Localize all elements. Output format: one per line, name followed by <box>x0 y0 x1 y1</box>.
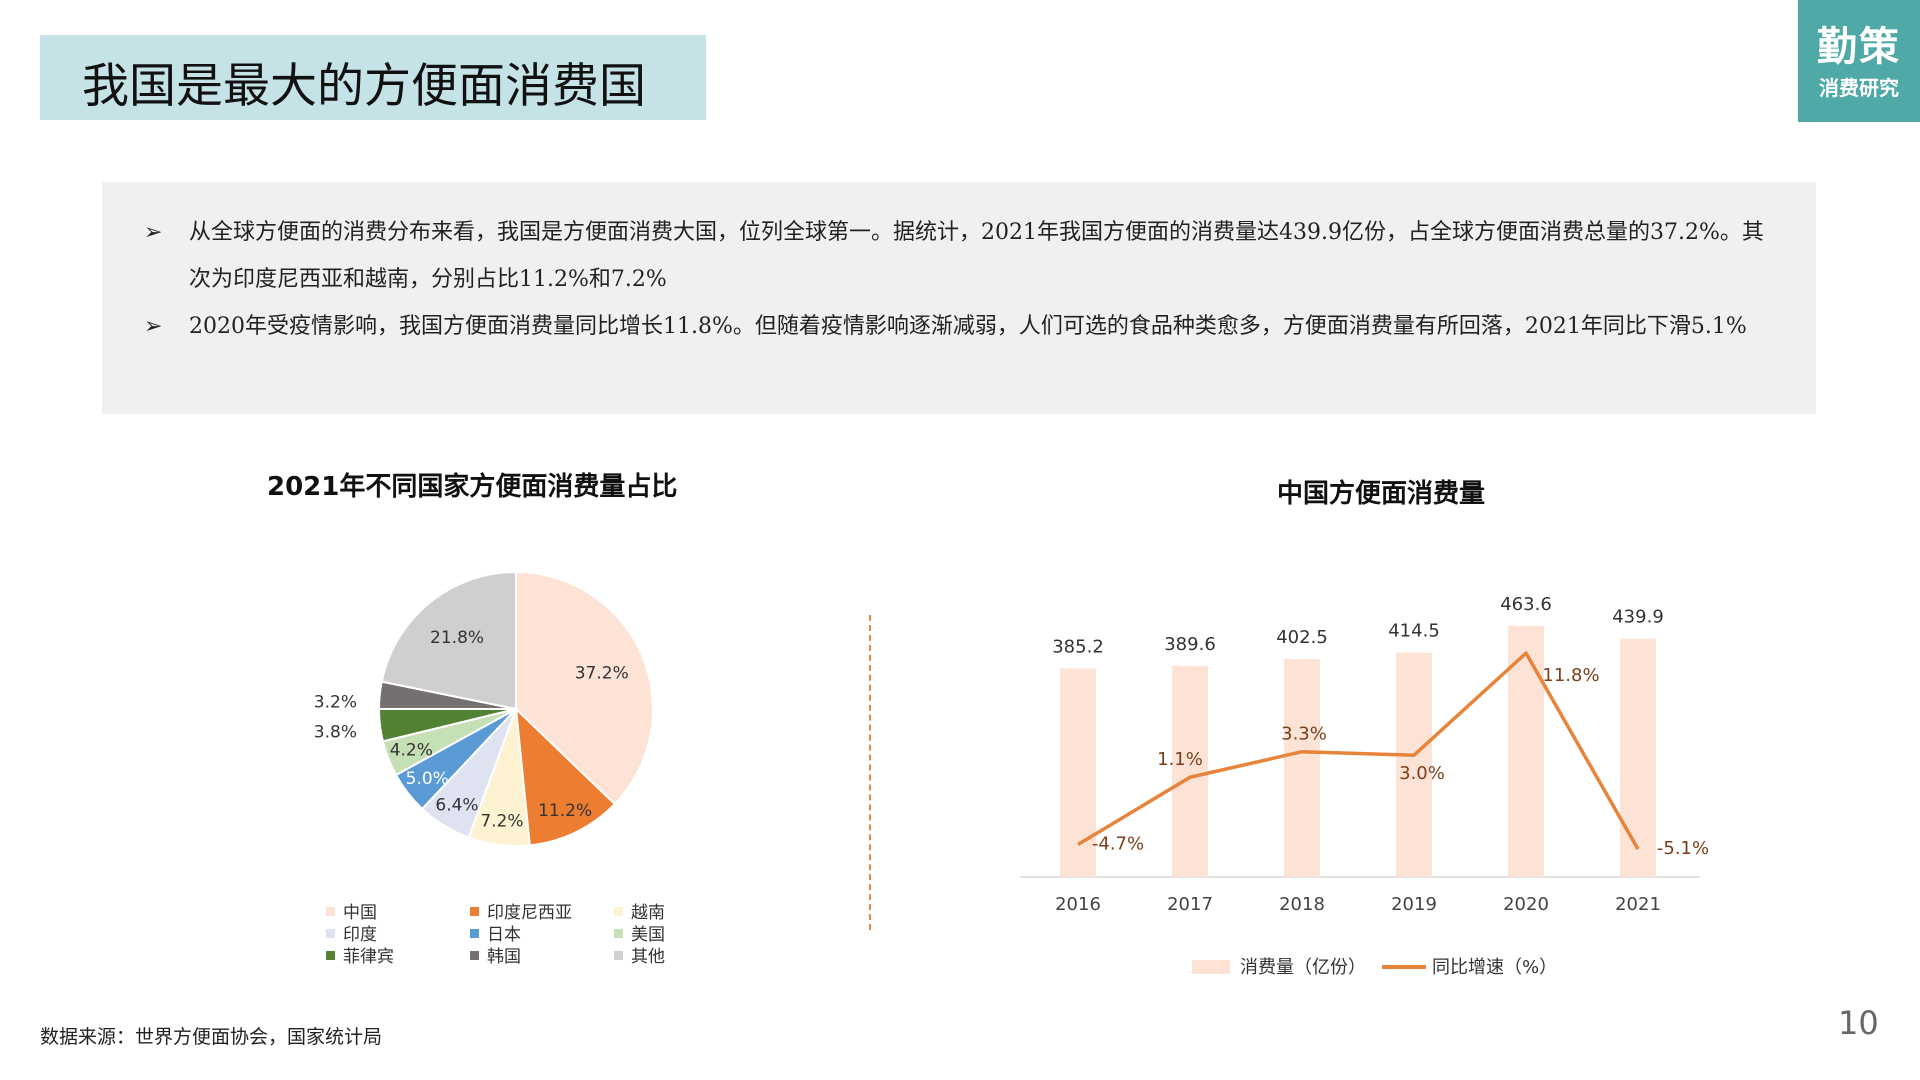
brand-logo: 勤策 消费研究 <box>1798 0 1920 122</box>
bar <box>1172 665 1208 877</box>
pie-slice <box>380 570 517 711</box>
bar <box>1508 625 1544 877</box>
legend-label: 印度 <box>343 925 377 945</box>
bullet-text: 从全球方便面的消费分布来看，我国是方便面消费大国，位列全球第一。据统计，2021… <box>189 220 1764 292</box>
line-value-label: 11.8% <box>1542 665 1599 686</box>
title-banner: 我国是最大的方便面消费国 <box>40 35 706 120</box>
bar-value-label: 463.6 <box>1500 594 1552 615</box>
bar-value-label: 402.5 <box>1276 627 1328 648</box>
legend-label: 日本 <box>487 925 521 945</box>
legend-swatch <box>614 951 623 960</box>
bar-value-label: 389.6 <box>1164 634 1216 655</box>
x-tick-label: 2020 <box>1503 894 1549 915</box>
logo-sub-text: 消费研究 <box>1819 76 1899 100</box>
line-value-label: 1.1% <box>1157 749 1203 770</box>
bar-line-chart: 385.2 2016 389.6 2017 402.5 2018 414.5 2019 463.… <box>1020 594 1709 978</box>
pie-chart: 37.2% 11.2% 7.2%6.4% 5.0% 4.2% 3.8% 3.2% 21.8% <box>314 570 654 847</box>
logo-main-text: 勤策 <box>1817 24 1901 70</box>
bullet-item: ➢ 2020年受疫情影响，我国方便面消费量同比增长11.8%。但随着疫情影响逐渐… <box>144 303 1784 350</box>
legend-label: 越南 <box>631 903 665 923</box>
legend-item: 美国 <box>614 920 665 945</box>
bar-value-label: 385.2 <box>1052 636 1104 657</box>
x-tick-label: 2018 <box>1279 894 1325 915</box>
legend-item: 印度尼西亚 <box>470 898 572 923</box>
legend-label: 中国 <box>343 903 377 923</box>
pie-slice-label: 37.2% <box>575 664 629 684</box>
legend-label: 韩国 <box>487 947 521 967</box>
data-source: 数据来源：世界方便面协会，国家统计局 <box>40 1026 383 1048</box>
page-title: 我国是最大的方便面消费国 <box>82 59 646 114</box>
legend-swatch <box>470 951 479 960</box>
pie-slice <box>514 706 617 847</box>
bar <box>1396 652 1432 877</box>
bar <box>1060 668 1096 877</box>
x-tick-label: 2017 <box>1167 894 1213 915</box>
legend-item: 印度 <box>326 920 377 945</box>
legend-bar-label: 消费量（亿份） <box>1240 957 1366 978</box>
bar-value-label: 414.5 <box>1388 620 1440 641</box>
legend-label: 美国 <box>631 925 665 945</box>
bar-value-label: 439.9 <box>1612 607 1664 628</box>
growth-line <box>1077 651 1640 851</box>
legend-swatch <box>326 907 335 916</box>
legend-label: 菲律宾 <box>343 947 394 967</box>
pie-slice-label: 5.0% <box>406 769 449 789</box>
legend-swatch <box>470 907 479 916</box>
line-value-label: -5.1% <box>1657 838 1709 859</box>
pie-slice-label: 4.2% <box>390 741 433 761</box>
legend-item: 中国 <box>326 898 377 923</box>
legend-swatch <box>326 929 335 938</box>
legend-item: 越南 <box>614 898 665 923</box>
pie-slice-label: 6.4% <box>435 796 478 816</box>
line-value-label: -4.7% <box>1092 834 1144 855</box>
pie-slice-label: 21.8% <box>430 628 484 648</box>
bullet-arrow-icon: ➢ <box>144 314 163 339</box>
legend-label: 印度尼西亚 <box>487 903 572 923</box>
legend-swatch <box>614 907 623 916</box>
bar-chart-title: 中国方便面消费量 <box>1277 479 1486 509</box>
legend-item: 韩国 <box>470 942 521 967</box>
legend-swatch <box>470 929 479 938</box>
chart-divider <box>869 615 871 930</box>
legend-bar-swatch <box>1192 960 1230 974</box>
x-tick-label: 2019 <box>1391 894 1437 915</box>
legend-line-label: 同比增速（%） <box>1432 957 1557 978</box>
legend-swatch <box>614 929 623 938</box>
line-value-label: 3.0% <box>1399 763 1445 784</box>
pie-slice-label: 7.2% <box>480 811 523 831</box>
summary-box: ➢ 从全球方便面的消费分布来看，我国是方便面消费大国，位列全球第一。据统计，20… <box>102 182 1816 414</box>
x-tick-label: 2021 <box>1615 894 1661 915</box>
pie-chart-title: 2021年不同国家方便面消费量占比 <box>267 472 678 502</box>
legend-label: 其他 <box>631 947 665 967</box>
pie-slice-label: 3.8% <box>314 722 357 742</box>
legend-swatch <box>326 951 335 960</box>
pie-slice <box>515 570 654 806</box>
bar <box>1620 638 1656 877</box>
bullet-arrow-icon: ➢ <box>144 220 163 245</box>
bullet-text: 2020年受疫情影响，我国方便面消费量同比增长11.8%。但随着疫情影响逐渐减弱… <box>189 314 1747 339</box>
pie-slice-label: 11.2% <box>538 801 592 821</box>
legend-item: 日本 <box>470 920 521 945</box>
pie-slice-label: 3.2% <box>314 692 357 712</box>
bullet-item: ➢ 从全球方便面的消费分布来看，我国是方便面消费大国，位列全球第一。据统计，20… <box>144 209 1784 303</box>
x-tick-label: 2016 <box>1055 894 1101 915</box>
legend-item: 菲律宾 <box>326 942 394 967</box>
bar <box>1284 658 1320 877</box>
legend-item: 其他 <box>614 942 665 967</box>
line-value-label: 3.3% <box>1281 724 1327 745</box>
page-number: 10 <box>1838 1004 1879 1042</box>
